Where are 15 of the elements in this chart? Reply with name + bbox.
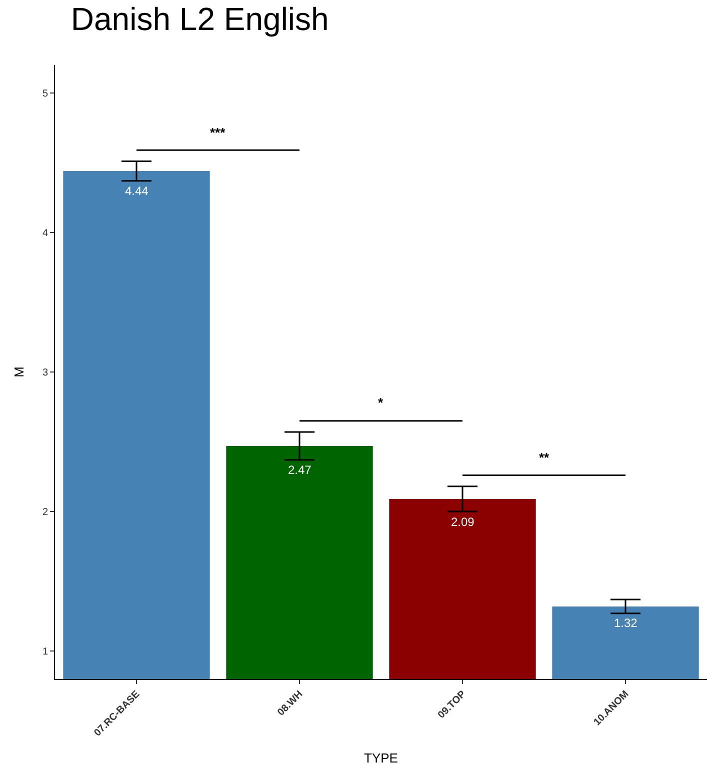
chart-title: Danish L2 English	[70, 1, 329, 38]
data-label: 1.32	[614, 616, 638, 630]
y-tick-label: 5	[42, 88, 48, 100]
data-label: 4.44	[125, 184, 149, 198]
annotation: ***	[210, 125, 226, 140]
y-tick-label: 4	[42, 228, 48, 239]
y-tick-label: 1	[42, 646, 48, 658]
annotation: *	[378, 395, 384, 410]
y-tick-label: 2	[42, 507, 48, 518]
data-label: 2.09	[451, 515, 475, 529]
data-label: 2.47	[288, 463, 312, 477]
y-axis-title: M	[11, 366, 26, 378]
annotation: **	[539, 450, 550, 465]
y-tick-label: 3	[42, 368, 48, 378]
x-axis-title: TYPE	[364, 750, 398, 766]
